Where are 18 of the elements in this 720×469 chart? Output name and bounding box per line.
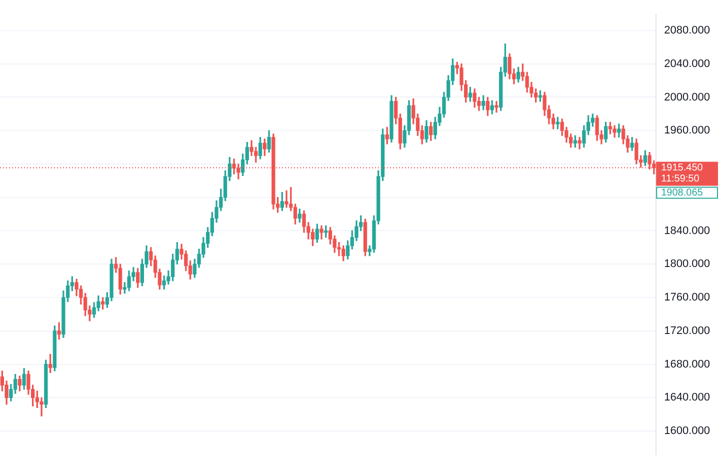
y-tick-label: 2080.000 — [664, 24, 710, 36]
y-tick-label: 1600.000 — [664, 425, 710, 438]
y-tick-label: 1960.000 — [664, 124, 710, 137]
y-tick-label: 1720.000 — [664, 324, 710, 337]
y-tick-label: 1800.000 — [664, 258, 710, 270]
candlestick — [494, 101, 498, 113]
candlestick — [57, 322, 61, 340]
text: 1908.065 — [661, 188, 704, 199]
y-tick-label: 1680.000 — [664, 358, 710, 370]
y-tick-label: 2000.000 — [664, 91, 710, 104]
candlestick — [578, 136, 582, 150]
y-tick-label: 1840.000 — [664, 224, 710, 237]
y-tick-label: 1640.000 — [664, 392, 710, 404]
y-tick-label: 2040.000 — [664, 58, 710, 70]
candlestick — [284, 190, 288, 208]
text: 11:59:50 — [661, 174, 700, 185]
y-tick-label: 1760.000 — [664, 292, 710, 304]
ref-line-label: 1915.450 — [661, 162, 704, 174]
